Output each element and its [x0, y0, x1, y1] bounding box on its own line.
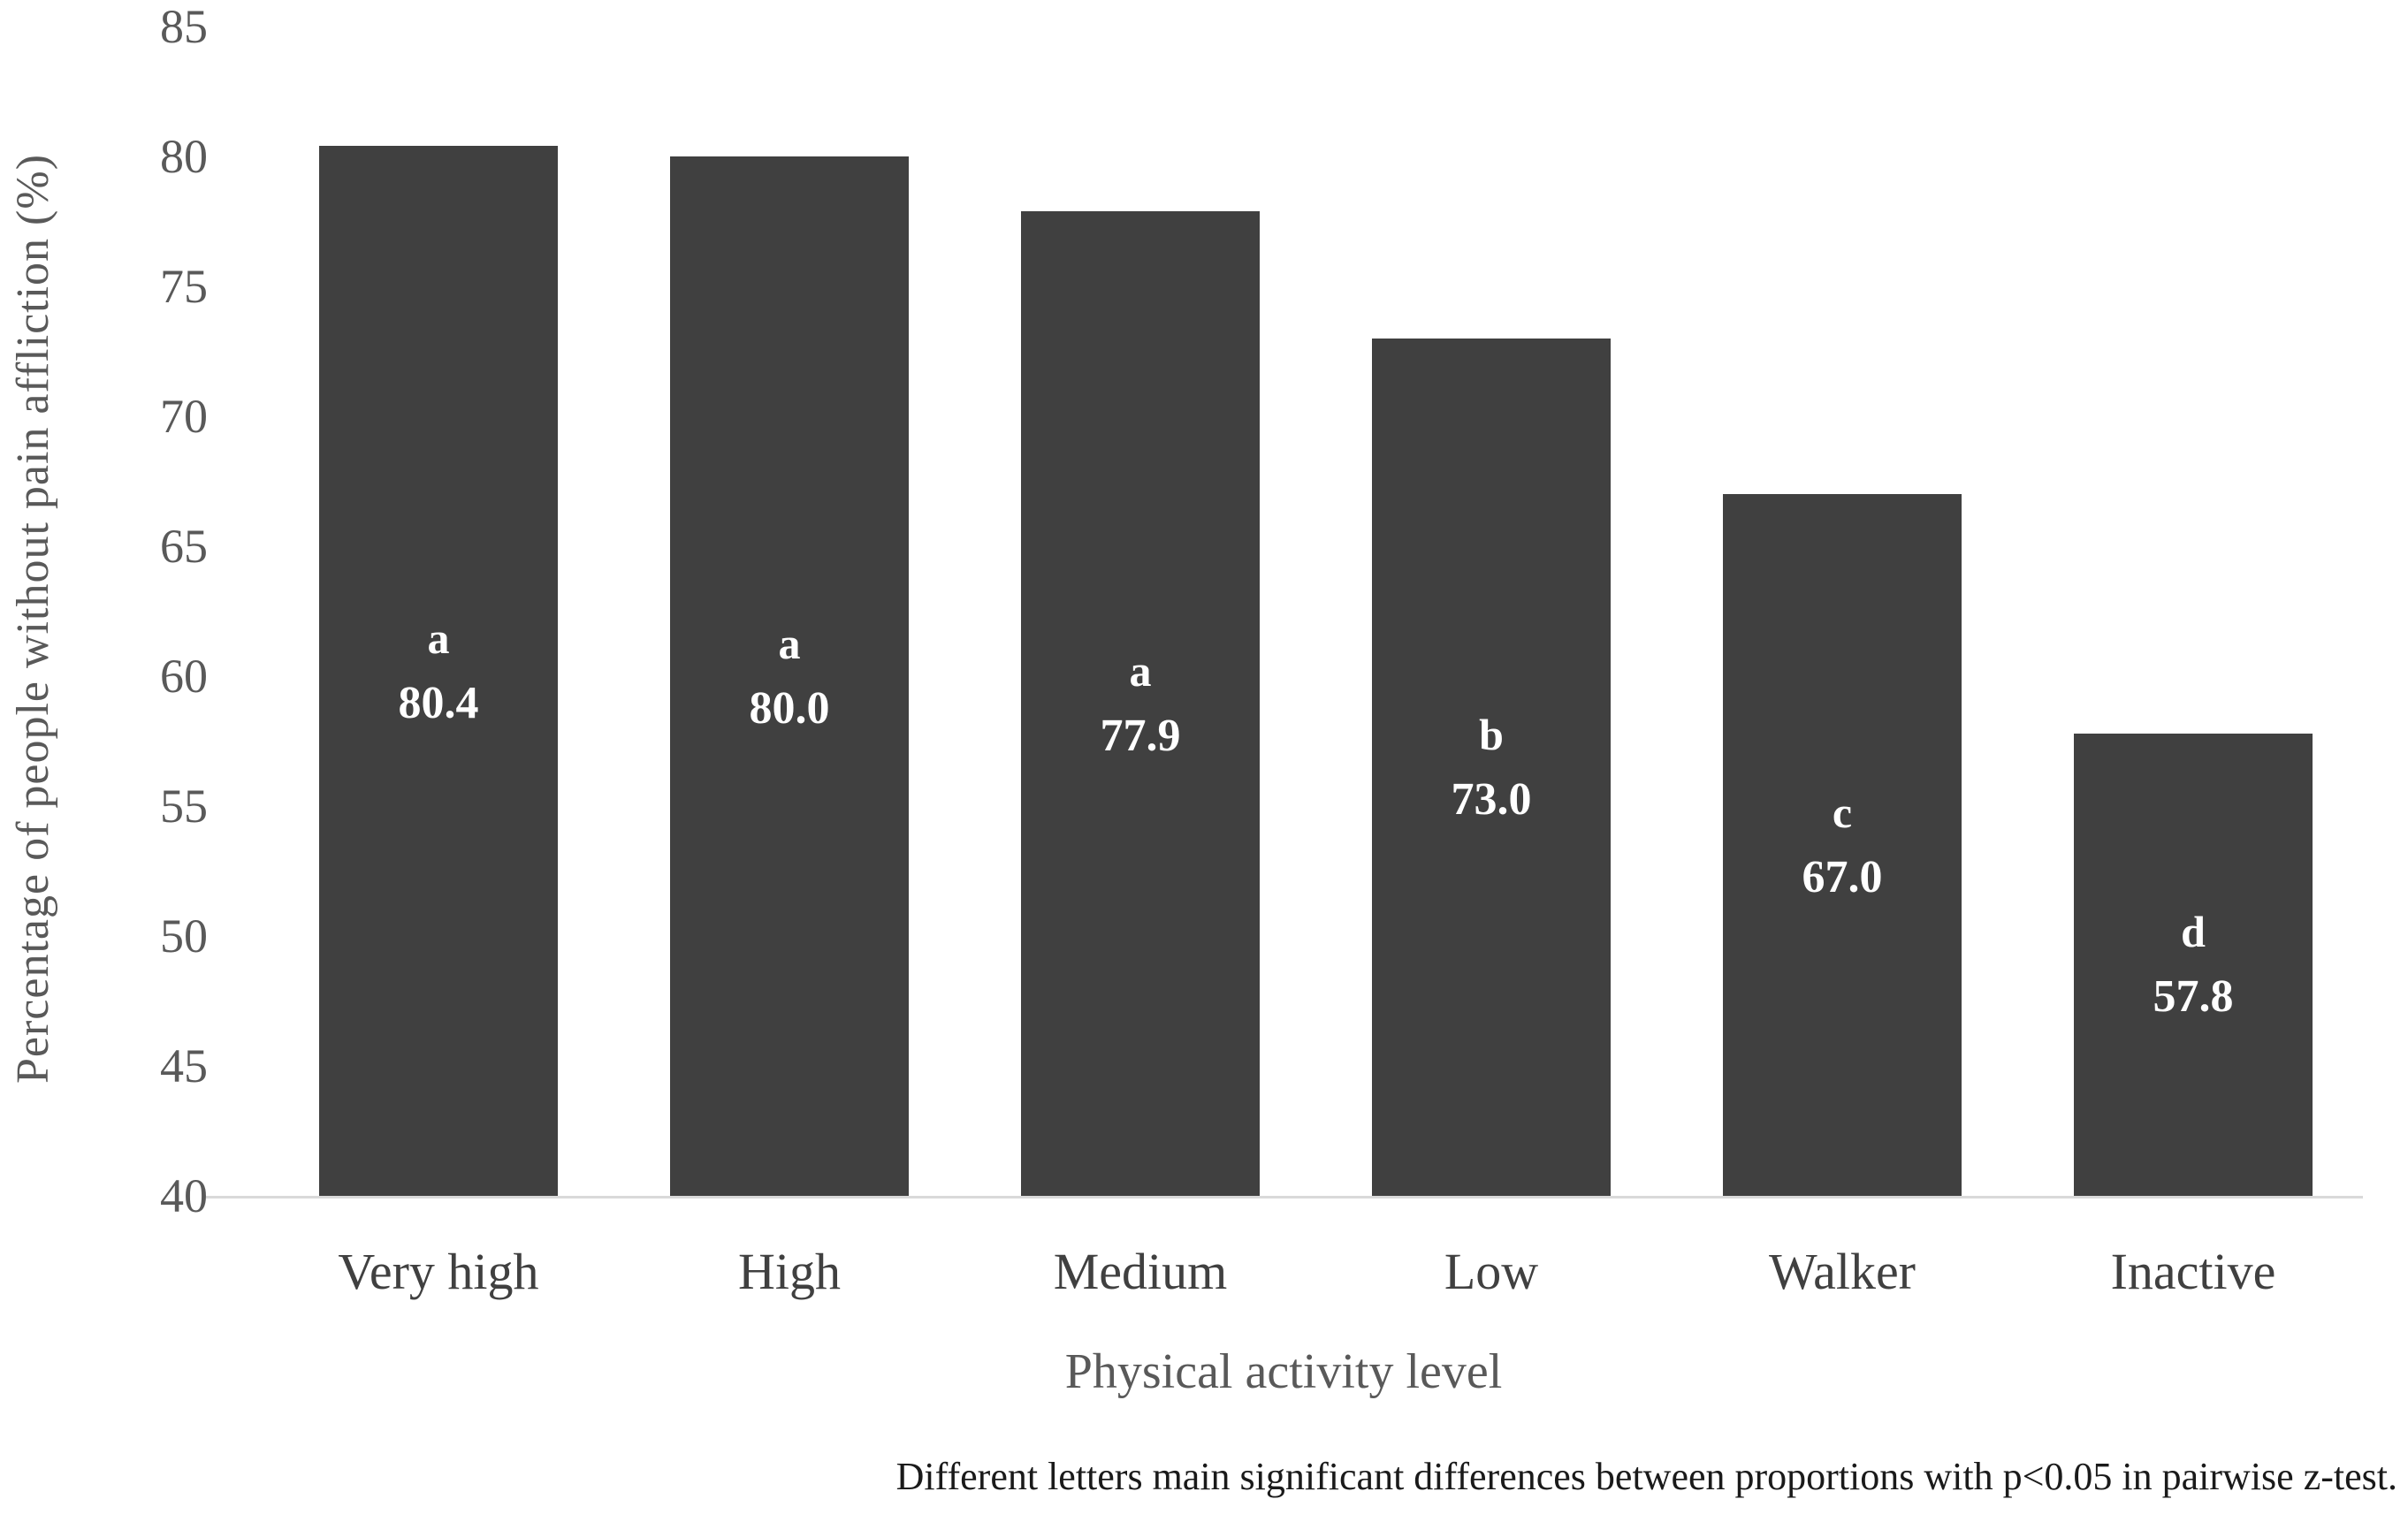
y-tick-label: 50 [160, 909, 208, 963]
x-axis-line [204, 1196, 2363, 1199]
bar-value-label: 67.0 [1802, 852, 1883, 903]
x-category-label: Inactive [2110, 1243, 2276, 1300]
x-category-label: Very high [338, 1243, 539, 1300]
bar-significance-letter: d [2181, 907, 2206, 957]
x-category-label: Low [1444, 1243, 1539, 1300]
y-tick-label: 65 [160, 520, 208, 573]
bar-value-label: 77.9 [1100, 710, 1181, 761]
bar: c 67.0 [1723, 494, 1962, 1196]
y-tick-label: 75 [160, 260, 208, 313]
bar-significance-letter: a [1129, 645, 1152, 696]
bar-significance-letter: b [1479, 709, 1504, 759]
bar: a 80.0 [670, 156, 909, 1196]
y-tick-label: 55 [160, 780, 208, 833]
bar: d 57.8 [2074, 733, 2313, 1196]
x-category-label: Walker [1768, 1243, 1916, 1300]
x-category-label: Medium [1053, 1243, 1228, 1300]
y-axis-title: Percentage of people without pain afflic… [8, 153, 58, 1084]
bar-significance-letter: a [778, 619, 801, 668]
bar: a 80.4 [319, 146, 558, 1196]
bar: b 73.0 [1372, 338, 1611, 1196]
y-tick-label: 70 [160, 390, 208, 443]
y-tick-label: 80 [160, 130, 208, 183]
x-category-label: High [738, 1243, 841, 1300]
bar: a 77.9 [1021, 210, 1260, 1196]
bar-value-label: 80.0 [749, 683, 830, 734]
y-tick-label: 40 [160, 1169, 208, 1222]
y-tick-label: 85 [160, 0, 208, 53]
bar-value-label: 57.8 [2153, 971, 2234, 1023]
significance-footnote: Different letters main significant diffe… [895, 1455, 2397, 1498]
y-tick-label: 60 [160, 650, 208, 703]
bar-significance-letter: c [1832, 788, 1853, 838]
x-axis-title: Physical activity level [1064, 1344, 1503, 1399]
bar-value-label: 80.4 [398, 678, 479, 729]
bar-value-label: 73.0 [1451, 773, 1532, 825]
bar-significance-letter: a [427, 613, 450, 664]
y-tick-label: 45 [160, 1039, 208, 1092]
